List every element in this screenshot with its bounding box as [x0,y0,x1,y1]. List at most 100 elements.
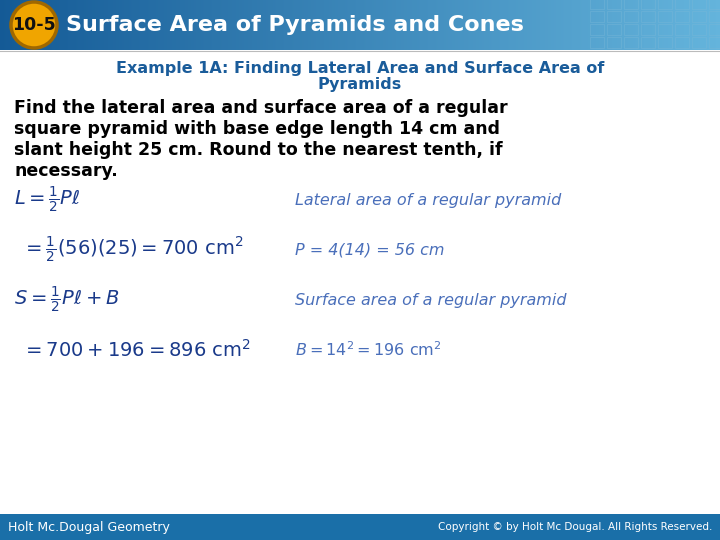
Bar [549,0,550,50]
Bar [411,0,412,50]
Bar [151,0,152,50]
Bar [248,0,249,50]
Bar [582,0,583,50]
Bar [595,0,596,50]
Bar [354,0,355,50]
Bar [496,0,497,50]
Bar [180,0,181,50]
Bar [364,0,365,50]
Bar [399,0,400,50]
Bar [350,0,351,50]
Bar [257,0,258,50]
Bar [283,0,284,50]
Bar [646,0,647,50]
Bar [639,0,640,50]
Bar [396,0,397,50]
Bar [710,0,711,50]
Bar [286,0,287,50]
Bar [493,0,494,50]
Bar [506,0,507,50]
Bar [594,0,595,50]
Bar [579,0,580,50]
Bar [591,0,592,50]
Bar [373,0,374,50]
Bar [627,0,628,50]
Bar [658,11,672,22]
Bar [440,0,441,50]
Bar [141,0,142,50]
Bar [469,0,470,50]
Bar [673,0,674,50]
Text: Example 1A: Finding Lateral Area and Surface Area of: Example 1A: Finding Lateral Area and Sur… [116,60,604,76]
Bar [402,0,403,50]
Bar [51,0,52,50]
Bar [647,0,648,50]
Bar [404,0,405,50]
Bar [0,0,720,50]
Bar [497,0,498,50]
Bar [509,0,510,50]
Bar [256,0,257,50]
Bar [513,0,514,50]
Bar [425,0,426,50]
Bar [583,0,584,50]
Bar [361,0,362,50]
Bar [23,0,24,50]
Bar [174,0,175,50]
Bar [645,0,646,50]
Bar [555,0,556,50]
Bar [701,0,702,50]
Bar [177,0,178,50]
Bar [658,0,672,9]
Bar [653,0,654,50]
Bar [604,0,605,50]
Bar [186,0,187,50]
Bar [331,0,332,50]
Bar [687,0,688,50]
Bar [349,0,350,50]
Bar [546,0,547,50]
Bar [138,0,139,50]
Bar [244,0,245,50]
Bar [52,0,53,50]
Bar [692,11,706,22]
Bar [165,0,166,50]
Bar [708,0,709,50]
Bar [223,0,224,50]
Text: Holt Mc.Dougal Geometry: Holt Mc.Dougal Geometry [8,521,170,534]
Bar [535,0,536,50]
Bar [105,0,106,50]
Bar [123,0,124,50]
Bar [656,0,657,50]
Bar [207,0,208,50]
Bar [623,0,624,50]
Bar [419,0,420,50]
Bar [679,0,680,50]
Bar [562,0,563,50]
Bar [80,0,81,50]
Bar [600,0,601,50]
Bar [113,0,114,50]
Bar [168,0,169,50]
Bar [7,0,8,50]
Bar [698,0,699,50]
Bar [602,0,603,50]
Bar [81,0,82,50]
Bar [475,0,476,50]
Bar [160,0,161,50]
Bar [520,0,521,50]
Bar [116,0,117,50]
Bar [536,0,537,50]
Bar [444,0,445,50]
Bar [451,0,452,50]
Bar [605,0,606,50]
Bar [64,0,65,50]
Bar [111,0,112,50]
Bar [626,0,627,50]
Bar [45,0,46,50]
Bar [233,0,234,50]
Bar [79,0,80,50]
Bar [615,0,616,50]
Bar [538,0,539,50]
Bar [607,0,621,9]
